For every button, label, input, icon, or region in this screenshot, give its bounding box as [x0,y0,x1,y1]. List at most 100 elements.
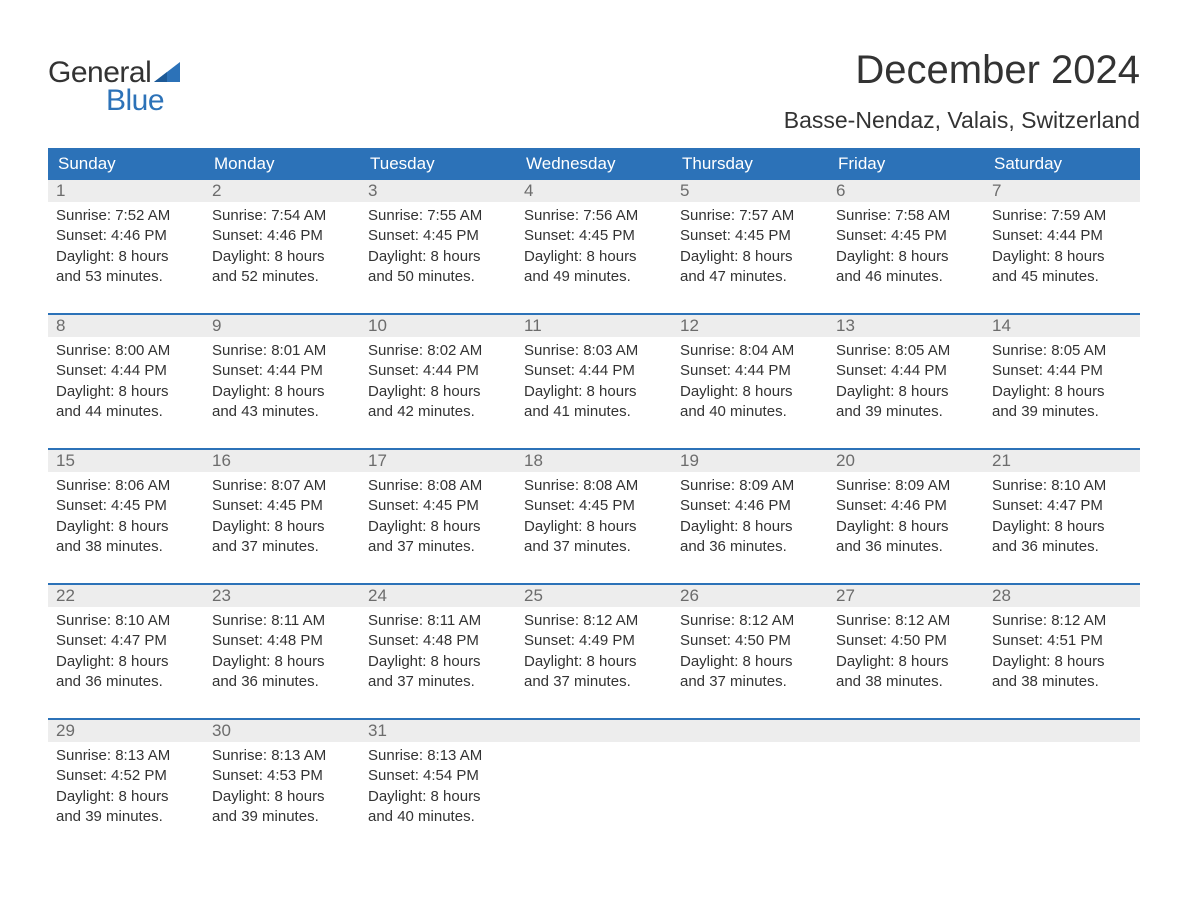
day-number: 16 [204,450,360,472]
day-number: 21 [984,450,1140,472]
daylight-text: and 37 minutes. [368,537,508,557]
sunset-text: Sunset: 4:45 PM [368,496,508,516]
day-cell: Sunrise: 8:05 AMSunset: 4:44 PMDaylight:… [984,337,1140,449]
day-cell: Sunrise: 8:13 AMSunset: 4:54 PMDaylight:… [360,742,516,853]
sunrise-text: Sunrise: 8:13 AM [368,746,508,766]
day-number: 20 [828,450,984,472]
calendar-table: Sunday Monday Tuesday Wednesday Thursday… [48,148,1140,853]
daylight-text: Daylight: 8 hours [836,652,976,672]
day-number [984,720,1140,742]
daylight-text: and 52 minutes. [212,267,352,287]
daylight-text: and 47 minutes. [680,267,820,287]
day-number [828,720,984,742]
day-number: 10 [360,315,516,337]
daylight-text: Daylight: 8 hours [212,382,352,402]
day-cell: Sunrise: 8:13 AMSunset: 4:52 PMDaylight:… [48,742,204,853]
daylight-text: Daylight: 8 hours [680,517,820,537]
sunrise-text: Sunrise: 8:04 AM [680,341,820,361]
sunrise-text: Sunrise: 7:58 AM [836,206,976,226]
day-number: 24 [360,585,516,607]
sunrise-text: Sunrise: 8:11 AM [212,611,352,631]
day-number: 3 [360,180,516,202]
sunrise-text: Sunrise: 8:12 AM [992,611,1132,631]
sunset-text: Sunset: 4:46 PM [680,496,820,516]
header: General Blue December 2024 Basse-Nendaz,… [48,48,1140,134]
daylight-text: Daylight: 8 hours [836,517,976,537]
day-cell: Sunrise: 7:59 AMSunset: 4:44 PMDaylight:… [984,202,1140,314]
day-header: Wednesday [516,148,672,180]
sunrise-text: Sunrise: 8:13 AM [56,746,196,766]
day-header: Friday [828,148,984,180]
daylight-text: Daylight: 8 hours [56,787,196,807]
daylight-text: Daylight: 8 hours [836,247,976,267]
sunset-text: Sunset: 4:44 PM [524,361,664,381]
day-cell: Sunrise: 8:12 AMSunset: 4:49 PMDaylight:… [516,607,672,719]
day-header: Saturday [984,148,1140,180]
day-cell: Sunrise: 8:12 AMSunset: 4:51 PMDaylight:… [984,607,1140,719]
sunset-text: Sunset: 4:44 PM [680,361,820,381]
daylight-text: and 36 minutes. [836,537,976,557]
daylight-text: and 36 minutes. [680,537,820,557]
daylight-text: Daylight: 8 hours [368,652,508,672]
day-data-row: Sunrise: 8:06 AMSunset: 4:45 PMDaylight:… [48,472,1140,584]
day-cell [984,742,1140,853]
day-number: 25 [516,585,672,607]
sunset-text: Sunset: 4:45 PM [368,226,508,246]
day-number: 6 [828,180,984,202]
sunset-text: Sunset: 4:48 PM [212,631,352,651]
sunrise-text: Sunrise: 8:05 AM [992,341,1132,361]
day-number: 26 [672,585,828,607]
sunset-text: Sunset: 4:45 PM [836,226,976,246]
day-cell: Sunrise: 8:00 AMSunset: 4:44 PMDaylight:… [48,337,204,449]
sunset-text: Sunset: 4:44 PM [368,361,508,381]
day-number: 12 [672,315,828,337]
day-cell: Sunrise: 8:06 AMSunset: 4:45 PMDaylight:… [48,472,204,584]
daylight-text: Daylight: 8 hours [368,382,508,402]
day-number: 31 [360,720,516,742]
day-cell: Sunrise: 7:54 AMSunset: 4:46 PMDaylight:… [204,202,360,314]
day-cell: Sunrise: 8:10 AMSunset: 4:47 PMDaylight:… [984,472,1140,584]
day-header-row: Sunday Monday Tuesday Wednesday Thursday… [48,148,1140,180]
sunset-text: Sunset: 4:47 PM [992,496,1132,516]
daylight-text: Daylight: 8 hours [56,517,196,537]
sunrise-text: Sunrise: 7:59 AM [992,206,1132,226]
day-cell: Sunrise: 7:57 AMSunset: 4:45 PMDaylight:… [672,202,828,314]
day-cell: Sunrise: 7:55 AMSunset: 4:45 PMDaylight:… [360,202,516,314]
day-number-row: 293031 [48,720,1140,742]
sunset-text: Sunset: 4:46 PM [212,226,352,246]
daylight-text: and 38 minutes. [992,672,1132,692]
day-number: 17 [360,450,516,472]
daylight-text: and 37 minutes. [524,672,664,692]
day-number: 1 [48,180,204,202]
sunrise-text: Sunrise: 8:06 AM [56,476,196,496]
daylight-text: and 46 minutes. [836,267,976,287]
daylight-text: Daylight: 8 hours [368,517,508,537]
daylight-text: Daylight: 8 hours [368,247,508,267]
sunset-text: Sunset: 4:44 PM [992,361,1132,381]
day-cell: Sunrise: 8:08 AMSunset: 4:45 PMDaylight:… [360,472,516,584]
daylight-text: and 36 minutes. [56,672,196,692]
location: Basse-Nendaz, Valais, Switzerland [784,107,1140,134]
sunset-text: Sunset: 4:44 PM [212,361,352,381]
sunset-text: Sunset: 4:51 PM [992,631,1132,651]
daylight-text: and 36 minutes. [992,537,1132,557]
day-cell: Sunrise: 8:03 AMSunset: 4:44 PMDaylight:… [516,337,672,449]
day-data-row: Sunrise: 8:10 AMSunset: 4:47 PMDaylight:… [48,607,1140,719]
day-header: Monday [204,148,360,180]
day-number: 4 [516,180,672,202]
day-cell: Sunrise: 8:01 AMSunset: 4:44 PMDaylight:… [204,337,360,449]
sunset-text: Sunset: 4:45 PM [56,496,196,516]
sunrise-text: Sunrise: 8:05 AM [836,341,976,361]
daylight-text: and 40 minutes. [368,807,508,827]
daylight-text: Daylight: 8 hours [212,247,352,267]
daylight-text: and 37 minutes. [212,537,352,557]
day-data-row: Sunrise: 8:00 AMSunset: 4:44 PMDaylight:… [48,337,1140,449]
sunrise-text: Sunrise: 8:01 AM [212,341,352,361]
sunset-text: Sunset: 4:45 PM [212,496,352,516]
day-number: 7 [984,180,1140,202]
daylight-text: Daylight: 8 hours [836,382,976,402]
daylight-text: Daylight: 8 hours [56,652,196,672]
daylight-text: and 39 minutes. [836,402,976,422]
daylight-text: and 44 minutes. [56,402,196,422]
day-number: 5 [672,180,828,202]
